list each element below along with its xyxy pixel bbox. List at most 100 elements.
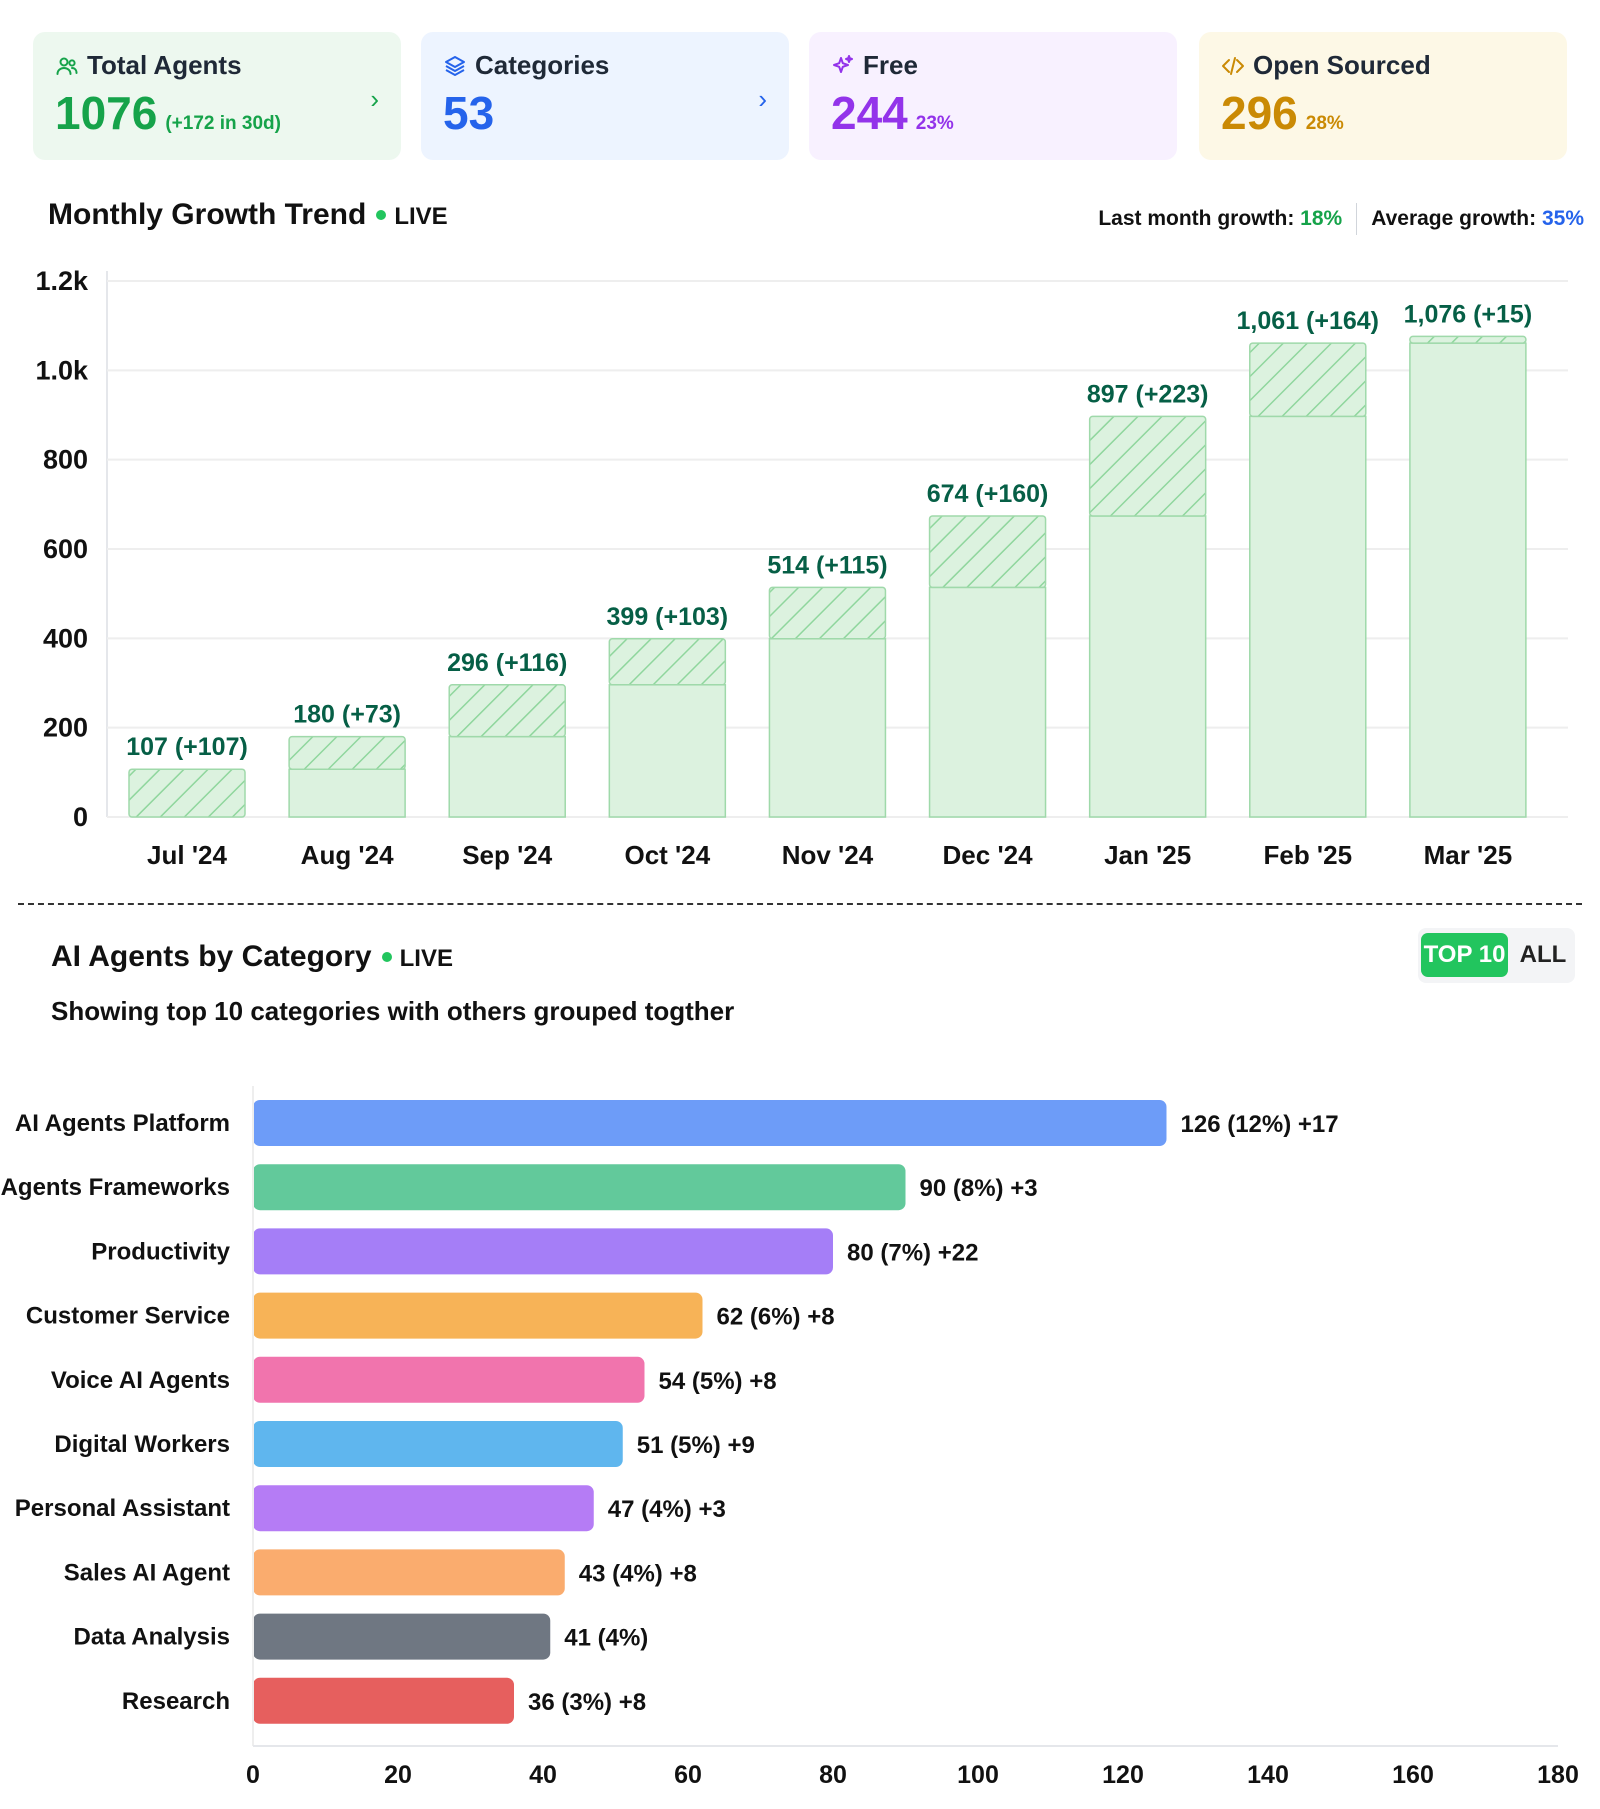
category-bar[interactable] [253,1549,565,1596]
category-bar[interactable] [253,1356,645,1403]
growth-base-bar[interactable] [608,684,727,818]
categories-card[interactable]: Categories 53 › [421,32,789,160]
x-tick-label: Oct '24 [624,840,710,870]
category-value-label: 43 (4%) +8 [579,1560,697,1587]
category-bar[interactable] [253,1100,1167,1146]
category-subtitle: Showing top 10 categories with others gr… [51,996,735,1026]
category-live-label: LIVE [399,945,453,972]
growth-increment-bar[interactable] [1409,335,1527,344]
free-card[interactable]: Free 244 23% [809,32,1177,160]
categories-value: 53 [443,87,495,139]
categories-header: Categories [443,50,609,81]
category-bar[interactable] [253,1292,703,1339]
total-agents-value-row: 1076 (+172 in 30d) [55,90,281,136]
category-bar[interactable] [253,1164,906,1211]
stat-cards: Total Agents 1076 (+172 in 30d) › Categor… [33,32,1567,160]
category-label: Digital Workers [54,1431,230,1458]
category-title: AI Agents by Category LIVE [51,940,453,974]
growth-increment-bar[interactable] [928,515,1047,589]
average-growth-value: 35% [1541,207,1584,230]
category-label: AI Agents Platform [15,1110,230,1137]
x-tick-label: 0 [246,1761,260,1789]
live-dot-icon [376,210,387,220]
growth-stats: Last month growth: 18% Average growth: 3… [1098,203,1584,235]
growth-increment-bar[interactable] [128,768,246,818]
category-bar[interactable] [253,1677,514,1724]
growth-data-label: 897 (+223) [1087,380,1209,408]
y-tick-label: 200 [43,713,88,743]
y-tick-label: 1.2k [35,266,89,296]
category-value-label: 47 (4%) +3 [608,1496,726,1523]
x-tick-label: 40 [529,1761,557,1789]
chevron-right-icon[interactable]: › [370,84,379,114]
growth-increment-bar[interactable] [768,586,887,640]
y-tick-label: 0 [73,802,88,832]
category-label: Voice AI Agents [51,1367,230,1394]
x-tick-label: 20 [384,1761,412,1789]
category-value-label: 62 (6%) +8 [717,1304,835,1331]
growth-title-text: Monthly Growth Trend [48,198,367,231]
category-bar[interactable] [253,1421,623,1467]
x-tick-label: 140 [1247,1761,1289,1789]
growth-data-label: 514 (+115) [767,551,887,579]
growth-increment-bar[interactable] [448,684,566,738]
section-divider [18,903,1582,905]
last-month-growth-label: Last month growth: [1098,207,1295,230]
x-tick-label: 160 [1392,1761,1434,1789]
total-agents-sub: (+172 in 30d) [165,113,281,134]
sparkles-icon [833,54,853,73]
growth-base-bar[interactable] [1409,342,1527,818]
open-sourced-value-row: 296 28% [1221,90,1344,136]
top-10-button[interactable]: TOP 10 [1421,933,1508,977]
y-tick-label: 400 [43,623,88,653]
growth-base-bar[interactable] [448,735,566,818]
category-label: Data Analysis [73,1624,230,1651]
all-button[interactable]: ALL [1519,941,1567,968]
x-tick-label: Nov '24 [782,840,874,870]
free-percent: 23% [915,113,954,134]
x-tick-label: Sep '24 [462,840,553,870]
free-value-row: 244 23% [831,90,954,136]
growth-increment-bar[interactable] [1088,415,1207,517]
category-bar[interactable] [253,1228,833,1275]
category-chart: AI Agents Platform 126 (12%) +17 AI Agents… [0,1086,1579,1789]
category-label: Customer Service [26,1303,230,1330]
chevron-right-icon[interactable]: › [758,84,767,114]
growth-base-bar[interactable] [1249,415,1367,818]
growth-data-label: 180 (+73) [293,701,401,729]
total-agents-card[interactable]: Total Agents 1076 (+172 in 30d) › [33,32,401,160]
category-bar[interactable] [253,1613,551,1660]
last-month-growth-value: 18% [1300,207,1343,230]
growth-base-bar[interactable] [288,768,406,818]
x-tick-label: 120 [1102,1761,1144,1789]
growth-base-bar[interactable] [928,586,1047,818]
open-sourced-label: Open Sourced [1253,50,1431,80]
y-tick-label: 1.0k [35,355,89,385]
category-bar[interactable] [253,1485,594,1532]
growth-data-label: 674 (+160) [927,480,1049,508]
average-growth-label: Average growth: [1371,207,1537,230]
open-sourced-header: Open Sourced [1221,50,1431,81]
free-label: Free [863,50,918,80]
free-header: Free [831,50,918,81]
growth-base-bar[interactable] [768,638,887,818]
growth-base-bar[interactable] [1088,515,1207,818]
growth-increment-bar[interactable] [608,638,727,686]
growth-increment-bar[interactable] [288,735,406,770]
open-sourced-card[interactable]: Open Sourced 296 28% [1199,32,1567,160]
x-tick-label: Feb '25 [1263,840,1352,870]
category-value-label: 41 (4%) [564,1625,648,1652]
growth-data-label: 107 (+107) [126,733,248,761]
top-all-toggle[interactable]: TOP 10 ALL [1418,928,1575,983]
total-agents-label: Total Agents [87,50,242,80]
category-value-label: 90 (8%) +3 [920,1175,1038,1202]
growth-title: Monthly Growth Trend LIVE [48,198,448,232]
y-tick-label: 600 [43,534,88,564]
category-value-label: 51 (5%) +9 [637,1432,755,1459]
open-sourced-value: 296 [1221,87,1298,139]
growth-data-label: 399 (+103) [607,603,729,631]
growth-increment-bar[interactable] [1249,342,1367,418]
category-label: Sales AI Agent [64,1559,230,1586]
category-label: Personal Assistant [15,1495,230,1522]
category-title-text: AI Agents by Category [51,940,372,973]
